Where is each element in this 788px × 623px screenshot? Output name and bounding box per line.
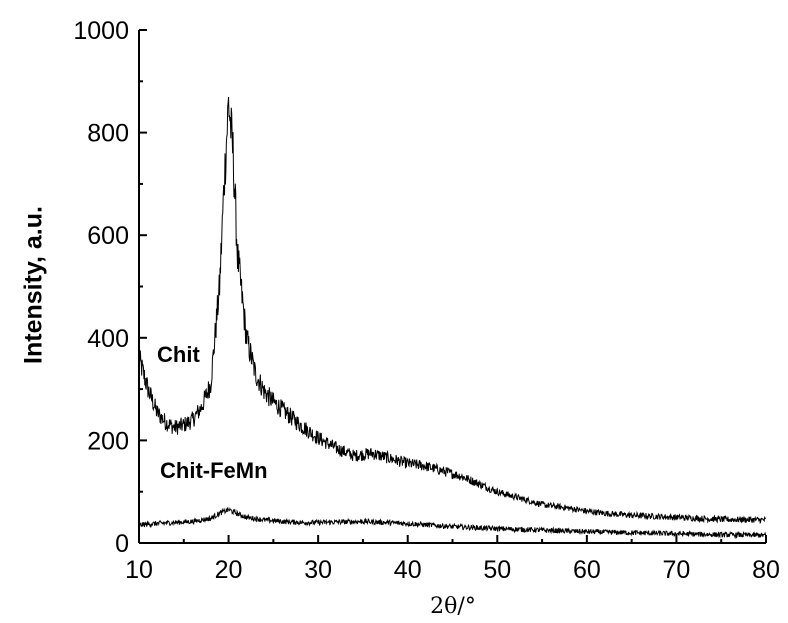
y-tick-label: 600	[87, 222, 129, 250]
series-line-chit	[138, 97, 767, 525]
x-tick-label: 60	[573, 556, 601, 584]
y-tick-label: 1000	[73, 17, 129, 45]
x-axis-title: 2θ/°	[430, 594, 476, 619]
series-layer	[138, 97, 767, 540]
y-tick-label: 400	[87, 325, 129, 353]
y-tick-label: 0	[115, 530, 129, 558]
x-tick-label: 50	[483, 556, 511, 584]
y-axis-title: Intensity, a.u.	[20, 206, 48, 364]
annotation-chit-femn: Chit-FeMn	[160, 458, 268, 483]
y-tick-label: 800	[87, 120, 129, 148]
x-tick-label: 40	[394, 556, 422, 584]
x-tick-label: 10	[125, 556, 153, 584]
y-tick-label: 200	[87, 427, 129, 455]
x-tick-label: 30	[304, 556, 332, 584]
series-line-chit-femn	[138, 507, 767, 540]
x-tick-label: 20	[215, 556, 243, 584]
x-tick-label: 80	[752, 556, 780, 584]
annotation-chit: Chit	[157, 342, 200, 367]
x-tick-label: 70	[663, 556, 691, 584]
